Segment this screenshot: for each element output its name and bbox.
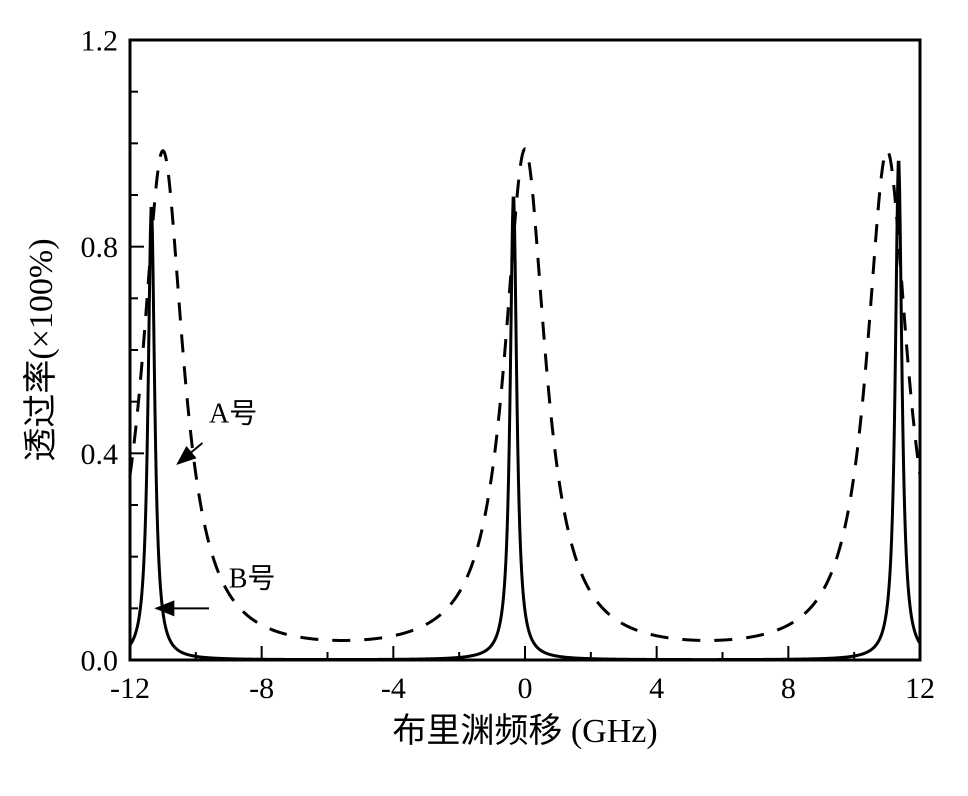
y-tick-label: 0.4 (81, 438, 119, 471)
annotation-b-label: B号 (229, 564, 276, 595)
chart-svg: -12-8-4048120.00.40.81.2布里渊频移 (GHz)透过率(×… (0, 0, 968, 796)
x-tick-label: -4 (381, 672, 406, 705)
y-tick-label: 1.2 (81, 25, 119, 58)
x-axis-label: 布里渊频移 (GHz) (392, 712, 657, 750)
x-tick-label: 12 (905, 672, 935, 705)
spectrum-chart: -12-8-4048120.00.40.81.2布里渊频移 (GHz)透过率(×… (0, 0, 968, 796)
x-tick-label: 4 (649, 672, 664, 705)
y-axis-label: 透过率(×100%) (22, 238, 60, 461)
annotation-a-label: A号 (209, 398, 257, 429)
y-tick-label: 0.8 (81, 231, 119, 264)
y-tick-label: 0.0 (81, 645, 119, 678)
x-tick-label: 0 (518, 672, 533, 705)
x-tick-label: 8 (781, 672, 796, 705)
x-tick-label: -8 (249, 672, 274, 705)
